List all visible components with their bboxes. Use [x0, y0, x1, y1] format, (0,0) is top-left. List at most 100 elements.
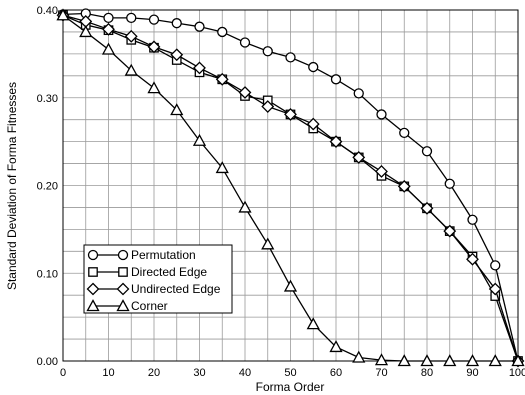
- data-point-corner: [511, 354, 525, 367]
- data-point-undirected-edge: [443, 224, 457, 238]
- data-point-corner: [192, 133, 207, 146]
- data-point-permutation: [330, 74, 342, 85]
- legend-item-undirected-edge: Undirected Edge: [86, 282, 221, 296]
- data-point-undirected-edge: [397, 179, 411, 193]
- series-permutation: [57, 8, 524, 367]
- data-point-undirected-edge: [170, 48, 184, 62]
- data-point-corner: [79, 25, 93, 38]
- data-point-corner: [238, 200, 252, 213]
- data-point-undirected-edge: [147, 40, 161, 54]
- data-point-corner: [465, 354, 480, 367]
- x-tick-label: 20: [148, 367, 160, 379]
- legend-marker: [87, 249, 99, 261]
- data-point-permutation: [467, 214, 478, 225]
- y-axis-label: Standard Deviation of Forma Fitnesses: [5, 82, 19, 290]
- data-point-permutation: [217, 26, 228, 38]
- legend-label: Corner: [131, 299, 168, 313]
- data-point-permutation: [103, 12, 114, 24]
- series-layer: [56, 8, 525, 368]
- legend-marker: [117, 249, 129, 261]
- legend-label: Undirected Edge: [131, 282, 221, 296]
- data-point-corner: [261, 237, 275, 250]
- legend-marker: [88, 267, 98, 277]
- data-point-permutation: [239, 37, 251, 48]
- data-point-corner: [124, 63, 138, 76]
- data-point-corner: [101, 42, 116, 55]
- y-tick-label: 0.00: [37, 356, 58, 368]
- data-point-permutation: [421, 146, 433, 157]
- data-point-corner: [329, 340, 343, 353]
- x-tick-label: 30: [193, 367, 205, 379]
- data-point-undirected-edge: [375, 165, 388, 178]
- data-point-corner: [147, 81, 161, 94]
- data-point-permutation: [308, 61, 319, 73]
- x-tick-label: 60: [330, 367, 342, 379]
- data-point-undirected-edge: [238, 86, 252, 99]
- y-tick-label: 0.40: [37, 5, 58, 17]
- legend-item-permutation: Permutation: [87, 248, 196, 262]
- x-axis-label: Forma Order: [256, 380, 325, 394]
- x-tick-label: 100: [509, 367, 525, 379]
- x-tick-label: 10: [102, 367, 114, 379]
- data-point-permutation: [262, 46, 273, 57]
- data-point-corner: [374, 353, 389, 366]
- y-tick-label: 0.20: [37, 181, 58, 193]
- data-point-permutation: [171, 18, 182, 29]
- data-point-permutation: [285, 52, 296, 63]
- data-point-permutation: [126, 12, 137, 24]
- data-point-corner: [283, 279, 298, 292]
- data-point-corner: [488, 354, 502, 367]
- data-point-corner: [420, 354, 434, 367]
- legend-marker: [86, 282, 100, 296]
- data-point-corner: [170, 103, 184, 116]
- data-point-undirected-edge: [306, 117, 320, 131]
- data-point-permutation: [490, 260, 501, 271]
- data-point-undirected-edge: [215, 72, 229, 86]
- x-tick-label: 50: [284, 367, 296, 379]
- data-point-corner: [56, 8, 70, 21]
- legend-label: Directed Edge: [131, 265, 207, 279]
- legend-box: [83, 244, 233, 314]
- y-axis-ticks: 0.00 0.10 0.20 0.30 0.40: [37, 5, 58, 368]
- data-point-undirected-edge: [102, 22, 115, 36]
- data-point-undirected-edge: [466, 252, 479, 266]
- data-point-permutation: [444, 178, 455, 189]
- legend-marker: [116, 299, 130, 312]
- data-point-corner: [215, 161, 229, 174]
- data-point-undirected-edge: [420, 201, 434, 215]
- y-tick-label: 0.10: [37, 268, 58, 280]
- data-point-undirected-edge: [488, 282, 502, 296]
- data-point-permutation: [194, 21, 205, 32]
- data-point-permutation: [399, 127, 410, 139]
- plot-frame: [62, 9, 519, 362]
- series-corner: [56, 8, 525, 367]
- data-point-permutation: [148, 14, 160, 25]
- data-point-undirected-edge: [284, 108, 297, 121]
- data-point-undirected-edge: [261, 100, 275, 113]
- x-axis-ticks: 0 10 20 30 40 50 60 70 80 90 100: [60, 367, 525, 379]
- x-tick-label: 40: [239, 367, 251, 379]
- legend: Permutation Directed Edge Undirected Edge C…: [83, 244, 233, 314]
- data-point-undirected-edge: [124, 29, 138, 43]
- data-point-corner: [443, 354, 457, 367]
- legend-item-corner: Corner: [86, 299, 168, 313]
- y-tick-label: 0.30: [37, 93, 58, 105]
- data-point-corner: [306, 317, 320, 330]
- data-point-permutation: [376, 109, 387, 120]
- x-tick-label: 80: [421, 367, 433, 379]
- data-point-undirected-edge: [329, 135, 343, 149]
- data-point-undirected-edge: [352, 151, 366, 164]
- data-point-corner: [397, 354, 411, 367]
- data-point-corner: [352, 350, 366, 363]
- x-tick-label: 0: [60, 367, 66, 379]
- legend-marker: [118, 267, 128, 277]
- data-point-permutation: [353, 88, 364, 99]
- legend-item-directed-edge: Directed Edge: [88, 265, 207, 279]
- data-point-undirected-edge: [193, 61, 206, 75]
- legend-marker: [116, 282, 130, 296]
- x-tick-label: 70: [375, 367, 387, 379]
- x-tick-label: 90: [466, 367, 478, 379]
- legend-label: Permutation: [131, 248, 196, 262]
- legend-marker: [86, 299, 100, 312]
